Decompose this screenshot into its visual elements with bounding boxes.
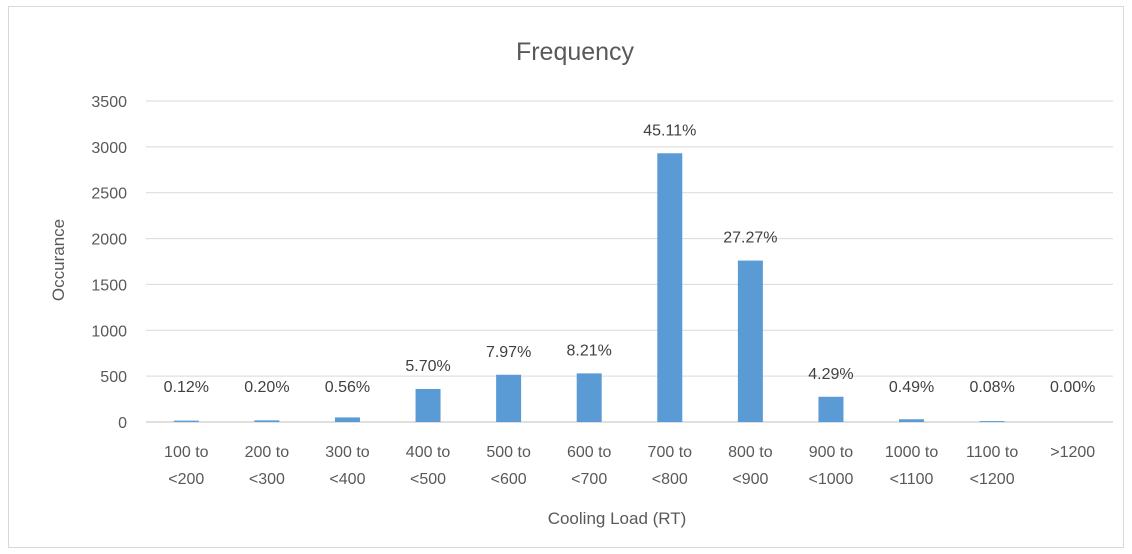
data-labels: 0.12% 0.20% 0.56% 5.70% 7.97% 8.21% 45.11% 27.2… — [164, 122, 1096, 396]
gridlines — [146, 100, 1113, 423]
x-tick-label: 600 to — [567, 444, 612, 461]
data-label: 0.08% — [969, 379, 1014, 396]
y-tick-label: 2500 — [91, 186, 127, 203]
data-label: 0.00% — [1050, 379, 1095, 396]
data-label: 0.20% — [244, 379, 289, 396]
y-tick-label: 3000 — [91, 140, 127, 157]
data-label: 0.49% — [889, 379, 934, 396]
x-tick-label: 300 to — [325, 444, 370, 461]
x-tick-label: 400 to — [406, 444, 451, 461]
data-label: 0.12% — [164, 379, 209, 396]
y-tick-label: 500 — [100, 369, 127, 386]
x-tick-label: 100 to — [164, 444, 209, 461]
x-tick-label: 700 to — [648, 444, 693, 461]
x-tick-label: 500 to — [486, 444, 531, 461]
bar — [979, 421, 1005, 422]
x-tick-label: >1200 — [1050, 444, 1095, 461]
chart-frame — [8, 6, 1124, 548]
data-label: 4.29% — [808, 366, 853, 383]
y-tick-label: 3500 — [91, 94, 127, 111]
bar — [818, 396, 844, 422]
bar — [415, 388, 441, 422]
data-label: 45.11% — [643, 122, 696, 139]
x-tick-label: 200 to — [245, 444, 290, 461]
y-axis-title: Occurance — [49, 219, 68, 301]
x-axis-ticks: 100 to <200 200 to <300 300 to <400 400 to <500… — [164, 444, 1095, 488]
data-label: 8.21% — [567, 342, 612, 359]
y-tick-label: 0 — [118, 415, 127, 432]
bar — [899, 419, 925, 422]
x-tick-label: <1100 — [890, 471, 934, 488]
x-tick-label: <500 — [410, 471, 446, 488]
data-label: 0.56% — [325, 379, 370, 396]
x-tick-label: <800 — [652, 471, 688, 488]
bar — [334, 417, 360, 422]
x-tick-label: <200 — [168, 471, 204, 488]
x-tick-label: 1100 to — [966, 444, 1018, 461]
bar — [737, 260, 763, 422]
x-tick-label: 900 to — [809, 444, 854, 461]
x-tick-label: <700 — [571, 471, 607, 488]
x-tick-label: <400 — [329, 471, 365, 488]
y-tick-label: 2000 — [91, 232, 127, 249]
x-tick-label: <1000 — [808, 471, 853, 488]
x-tick-label: <900 — [732, 471, 768, 488]
bar — [173, 420, 199, 422]
x-tick-label: <1200 — [970, 471, 1015, 488]
x-tick-label: <600 — [491, 471, 527, 488]
bar — [657, 153, 683, 422]
y-tick-label: 1500 — [91, 277, 127, 294]
y-tick-label: 1000 — [91, 323, 127, 340]
y-axis-ticks: 0 500 1000 1500 2000 2500 3000 3500 — [91, 94, 127, 432]
data-label: 7.97% — [486, 344, 531, 361]
x-axis-title: Cooling Load (RT) — [548, 509, 687, 528]
x-tick-label: 1000 to — [885, 444, 938, 461]
bars — [173, 153, 1005, 422]
chart-title: Frequency — [516, 38, 635, 66]
bar — [496, 374, 522, 422]
data-label: 5.70% — [405, 358, 450, 375]
data-label: 27.27% — [723, 230, 777, 247]
bar — [254, 420, 280, 422]
x-tick-label: 800 to — [728, 444, 773, 461]
x-tick-label: <300 — [249, 471, 285, 488]
bar — [576, 373, 602, 422]
